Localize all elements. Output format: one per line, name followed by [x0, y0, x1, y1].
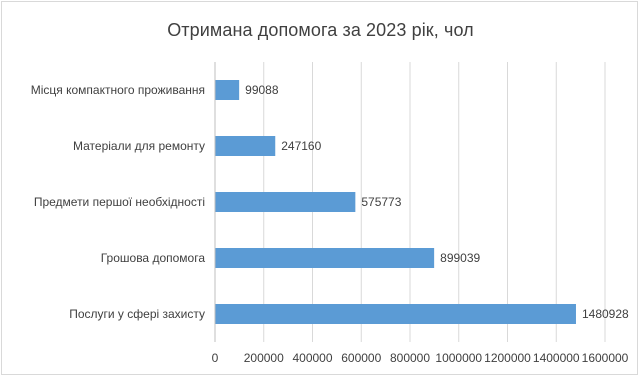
- category-label: Матеріали для ремонту: [73, 139, 205, 153]
- category-label: Місця компактного проживання: [31, 83, 205, 97]
- category-label: Грошова допомога: [101, 251, 206, 265]
- x-tick-label: 1400000: [533, 351, 580, 365]
- data-label: 247160: [281, 139, 321, 153]
- bar: [215, 248, 435, 268]
- chart-title: Отримана допомога за 2023 рік, чол: [167, 20, 474, 40]
- bar: [215, 136, 276, 156]
- x-tick-label: 1000000: [435, 351, 482, 365]
- x-tick-label: 200000: [244, 351, 284, 365]
- bar: [215, 80, 240, 100]
- labels: 0 200000 400000 600000 800000 1000000 1200000 1…: [31, 83, 629, 365]
- category-label: Предмети першої необхідності: [34, 195, 205, 209]
- x-tick-label: 1200000: [484, 351, 531, 365]
- x-tick-label: 400000: [292, 351, 332, 365]
- bars: [215, 80, 576, 324]
- bar: [215, 304, 576, 324]
- x-tick-label: 600000: [341, 351, 381, 365]
- x-tick-label: 0: [212, 351, 219, 365]
- x-tick-label: 800000: [390, 351, 430, 365]
- bar: [215, 192, 356, 212]
- data-label: 899039: [440, 251, 480, 265]
- x-tick-label: 1600000: [582, 351, 629, 365]
- data-label: 99088: [245, 83, 279, 97]
- data-label: 1480928: [582, 307, 629, 321]
- data-label: 575773: [361, 195, 401, 209]
- category-label: Послуги у сфері захисту: [69, 307, 205, 321]
